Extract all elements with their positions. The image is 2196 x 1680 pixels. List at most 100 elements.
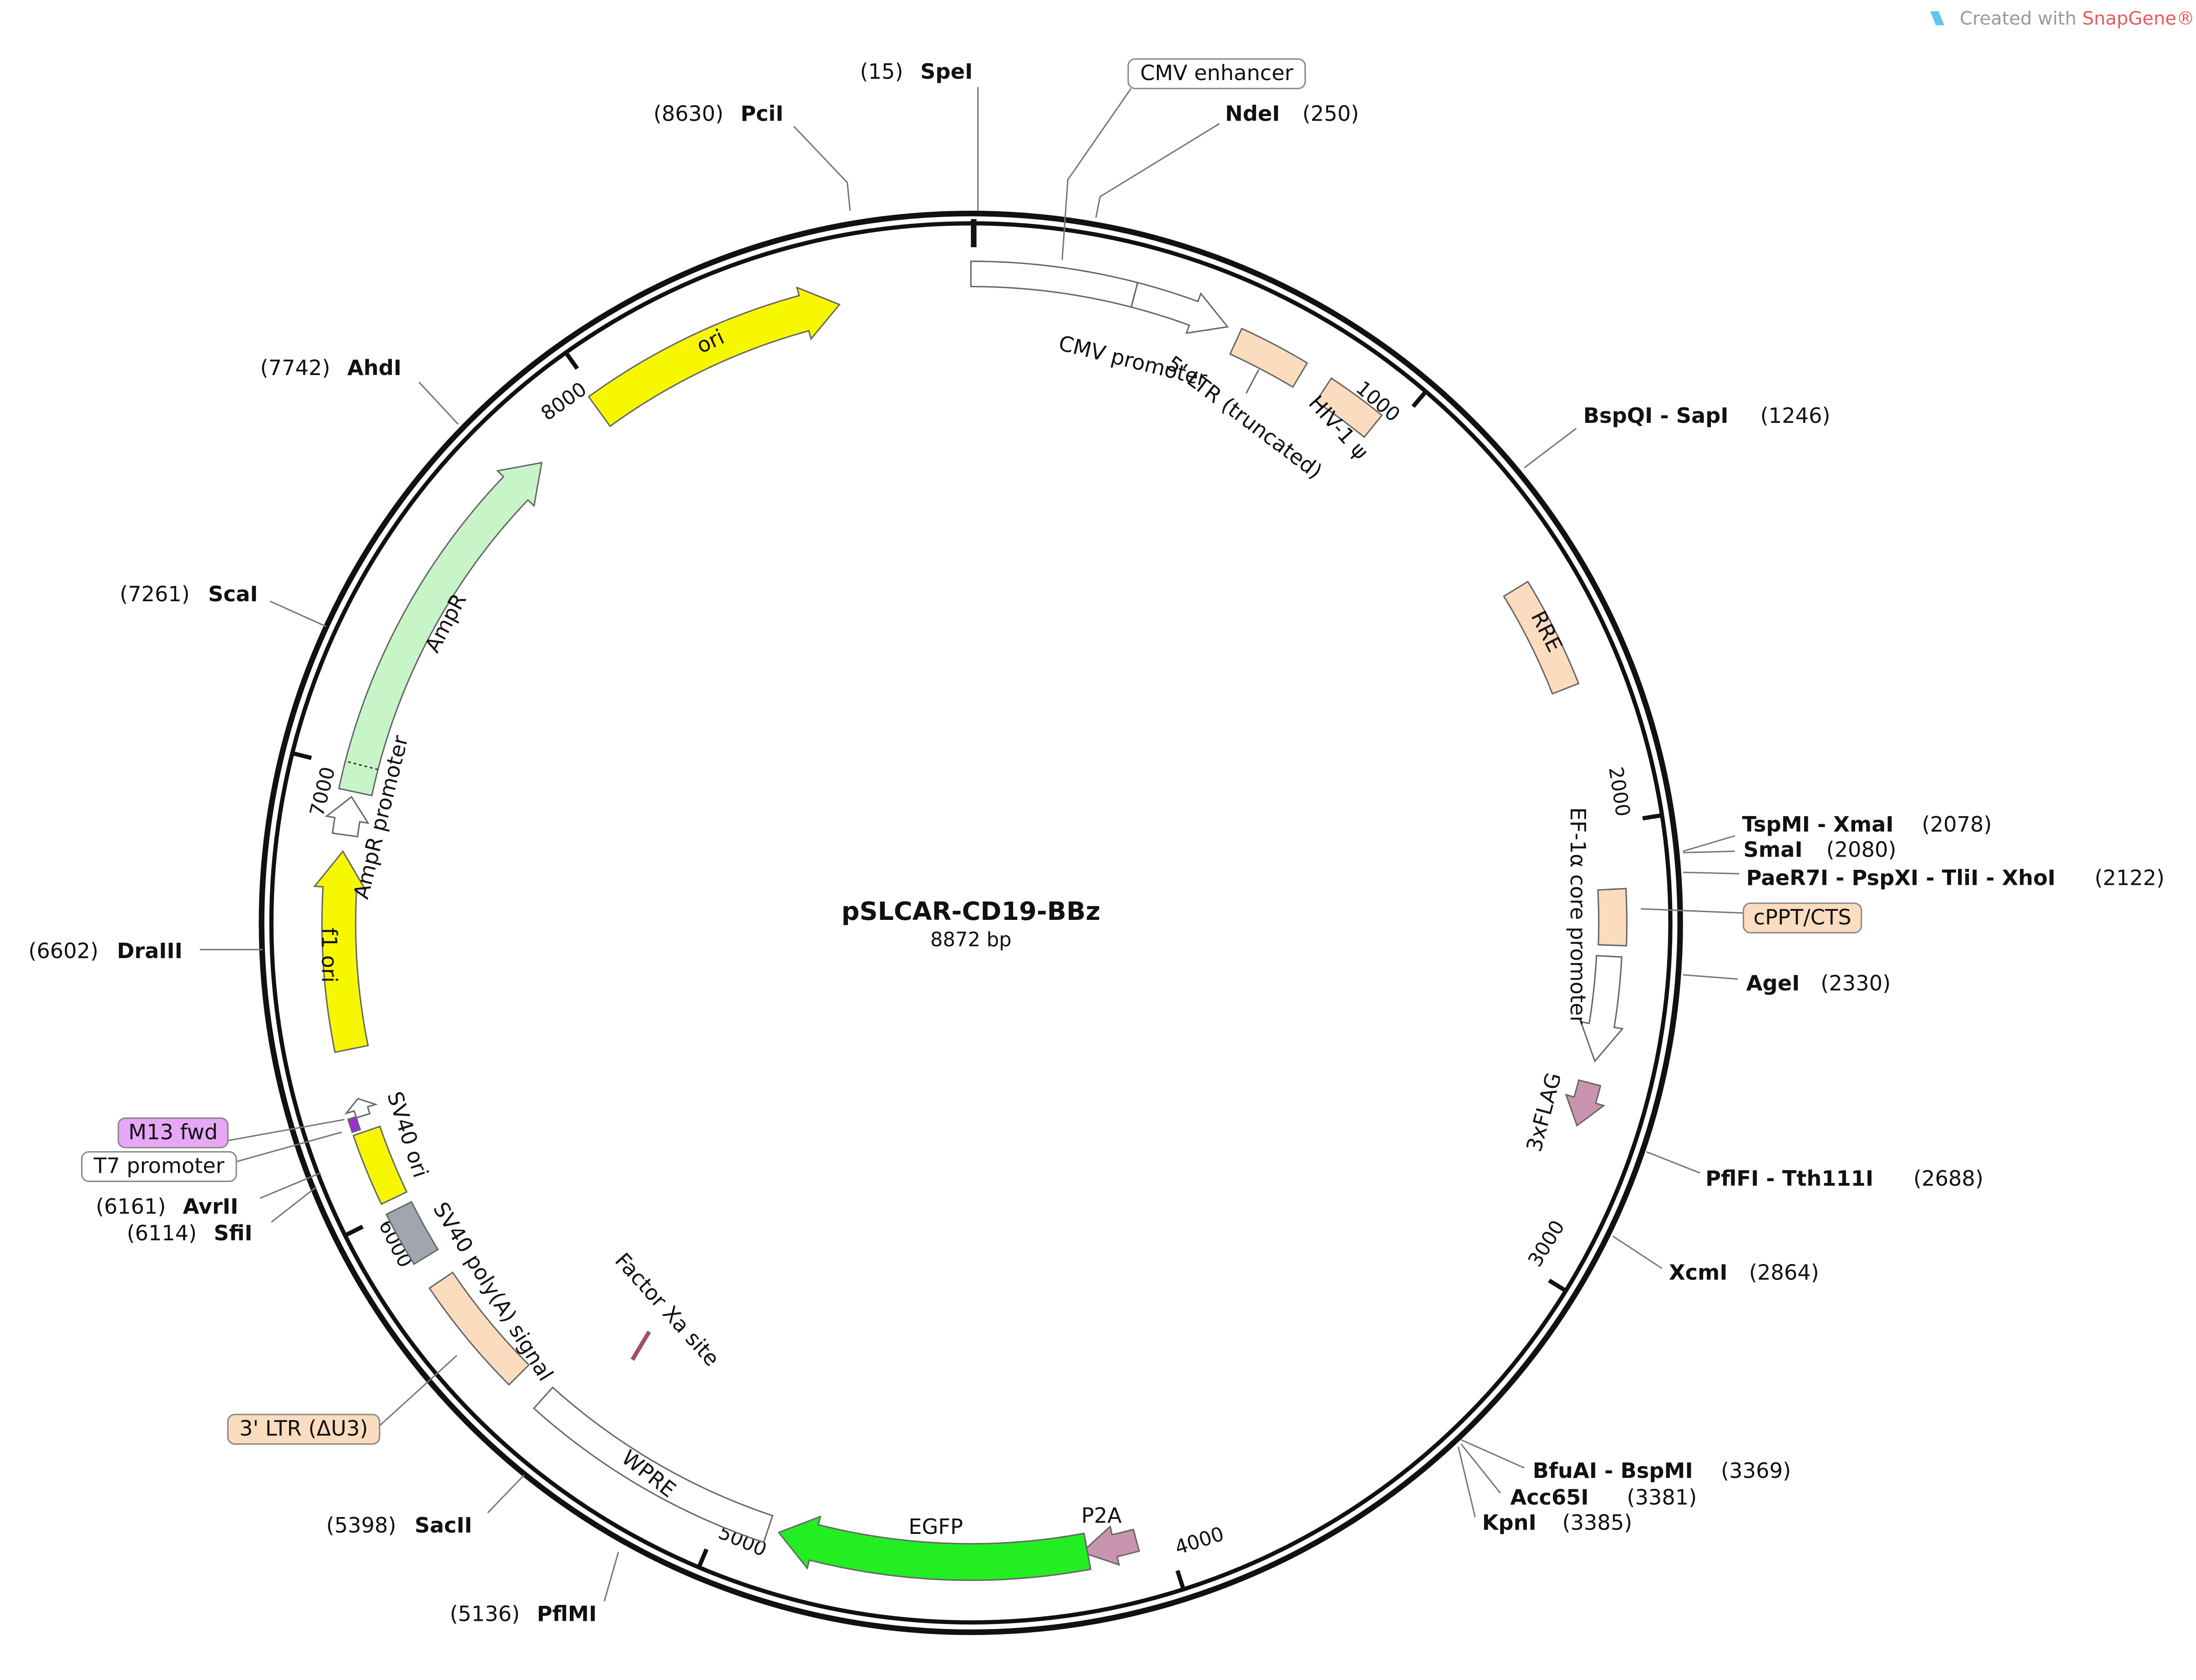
tick-mark xyxy=(345,1224,364,1237)
site-position: (2864) xyxy=(1749,1260,1819,1285)
site-leader xyxy=(793,126,851,211)
site-leader xyxy=(1683,850,1735,853)
site-name: NdeI xyxy=(1225,102,1280,126)
site-leader xyxy=(418,381,459,425)
plasmid-name: pSLCAR-CD19-BBz xyxy=(842,897,1101,926)
site-leader xyxy=(604,1552,619,1602)
feature-shape xyxy=(352,1125,408,1205)
site-leader xyxy=(1095,123,1220,218)
site-leader xyxy=(1461,1439,1525,1469)
feature-label-box xyxy=(1127,58,1306,89)
feature-shape xyxy=(313,850,369,1053)
site-position: (7742) xyxy=(260,355,330,380)
tick-mark xyxy=(1411,391,1427,408)
site-name: Acc65I xyxy=(1510,1485,1588,1509)
feature-shape xyxy=(1315,377,1383,438)
feature-leader xyxy=(1641,908,1744,914)
tick-mark xyxy=(697,1548,709,1567)
site-name: AgeI xyxy=(1746,971,1800,995)
site-name: PflMI xyxy=(537,1602,597,1626)
feature-shape xyxy=(1229,327,1308,388)
site-name: PciI xyxy=(740,102,783,126)
plasmid-length: 8872 bp xyxy=(930,929,1011,951)
site-leader xyxy=(1457,1447,1476,1518)
site-position: (5398) xyxy=(326,1513,396,1538)
site-name: AvrII xyxy=(183,1194,238,1219)
feature-divider xyxy=(1131,282,1139,308)
site-position: (3385) xyxy=(1562,1510,1632,1535)
site-position: (2080) xyxy=(1826,837,1897,862)
site-name: XcmI xyxy=(1669,1260,1728,1285)
feature-leader xyxy=(228,1119,345,1142)
site-position: (1246) xyxy=(1760,403,1831,428)
site-name: ScaI xyxy=(208,582,258,606)
tick-mark xyxy=(565,352,579,370)
factor-xa-mark xyxy=(630,1330,651,1361)
feature-leader xyxy=(379,1355,457,1426)
site-position: (2078) xyxy=(1922,812,1992,837)
feature-shape xyxy=(1580,954,1624,1063)
feature-label: P2A xyxy=(1081,1503,1122,1528)
site-leader xyxy=(1524,428,1577,468)
site-leader xyxy=(1683,835,1735,852)
feature-label: cPPT/CTS xyxy=(1754,905,1851,929)
feature-leader xyxy=(1245,369,1260,394)
site-position: (6161) xyxy=(96,1194,166,1219)
feature-shape xyxy=(344,1097,378,1119)
site-position: (6602) xyxy=(28,939,98,963)
site-position: (2688) xyxy=(1913,1166,1983,1191)
site-name: SmaI xyxy=(1744,837,1803,862)
feature-label-box xyxy=(117,1117,229,1148)
feature-shape xyxy=(777,1515,1092,1581)
site-position: (2330) xyxy=(1821,971,1891,995)
feature-leader xyxy=(236,1131,342,1162)
feature-label: CMV enhancer xyxy=(1140,61,1293,85)
site-position: (7261) xyxy=(120,582,190,606)
site-name: DraIII xyxy=(117,939,183,963)
watermark-brand: SnapGene® xyxy=(2082,8,2195,29)
site-leader xyxy=(1683,871,1740,875)
feature-label: M13 fwd xyxy=(128,1120,218,1144)
site-position: (2122) xyxy=(2095,865,2165,890)
site-name: BfuAI - BspMI xyxy=(1533,1458,1693,1483)
site-leader xyxy=(1646,1151,1700,1174)
site-name: SpeI xyxy=(920,59,973,84)
site-position: (250) xyxy=(1303,102,1359,126)
feature-label: T7 promoter xyxy=(93,1153,225,1178)
feature-shape xyxy=(325,796,370,837)
site-leader xyxy=(1683,974,1738,980)
feature-shape xyxy=(338,462,543,797)
feature-shape xyxy=(1503,580,1580,695)
feature-shape xyxy=(1080,1525,1140,1566)
site-leader xyxy=(271,1186,317,1223)
watermark-prefix: Created with xyxy=(1960,8,2077,29)
site-leader xyxy=(269,600,327,627)
feature-shape xyxy=(533,1386,774,1543)
site-name: PflFI - Tth111I xyxy=(1705,1166,1873,1191)
feature-label-box xyxy=(81,1151,237,1182)
site-name: AhdI xyxy=(347,355,401,380)
site-name: SfiI xyxy=(214,1221,253,1245)
backbone-outer xyxy=(259,210,1683,1635)
tick-mark xyxy=(1642,813,1661,821)
feature-label: EGFP xyxy=(908,1514,963,1539)
site-leader xyxy=(260,1172,321,1199)
site-position: (6114) xyxy=(127,1221,197,1245)
site-position: (8630) xyxy=(654,102,724,126)
feature-shape xyxy=(1130,282,1229,334)
site-name: KpnI xyxy=(1482,1510,1537,1535)
feature-shape xyxy=(385,1201,439,1265)
feature-divider xyxy=(345,760,378,771)
site-position: (3381) xyxy=(1627,1485,1697,1509)
feature-shape xyxy=(588,286,841,427)
feature-label: f1 ori xyxy=(317,928,341,983)
tick-mark xyxy=(293,751,312,760)
watermark: Created with SnapGene® xyxy=(1960,8,2195,29)
site-name: SacII xyxy=(415,1513,472,1538)
tick-mark xyxy=(1548,1279,1566,1292)
site-name: TspMI - XmaI xyxy=(1742,812,1893,837)
feature-label: EF-1α core promoter xyxy=(1566,807,1590,1025)
site-position: (3369) xyxy=(1721,1458,1791,1483)
